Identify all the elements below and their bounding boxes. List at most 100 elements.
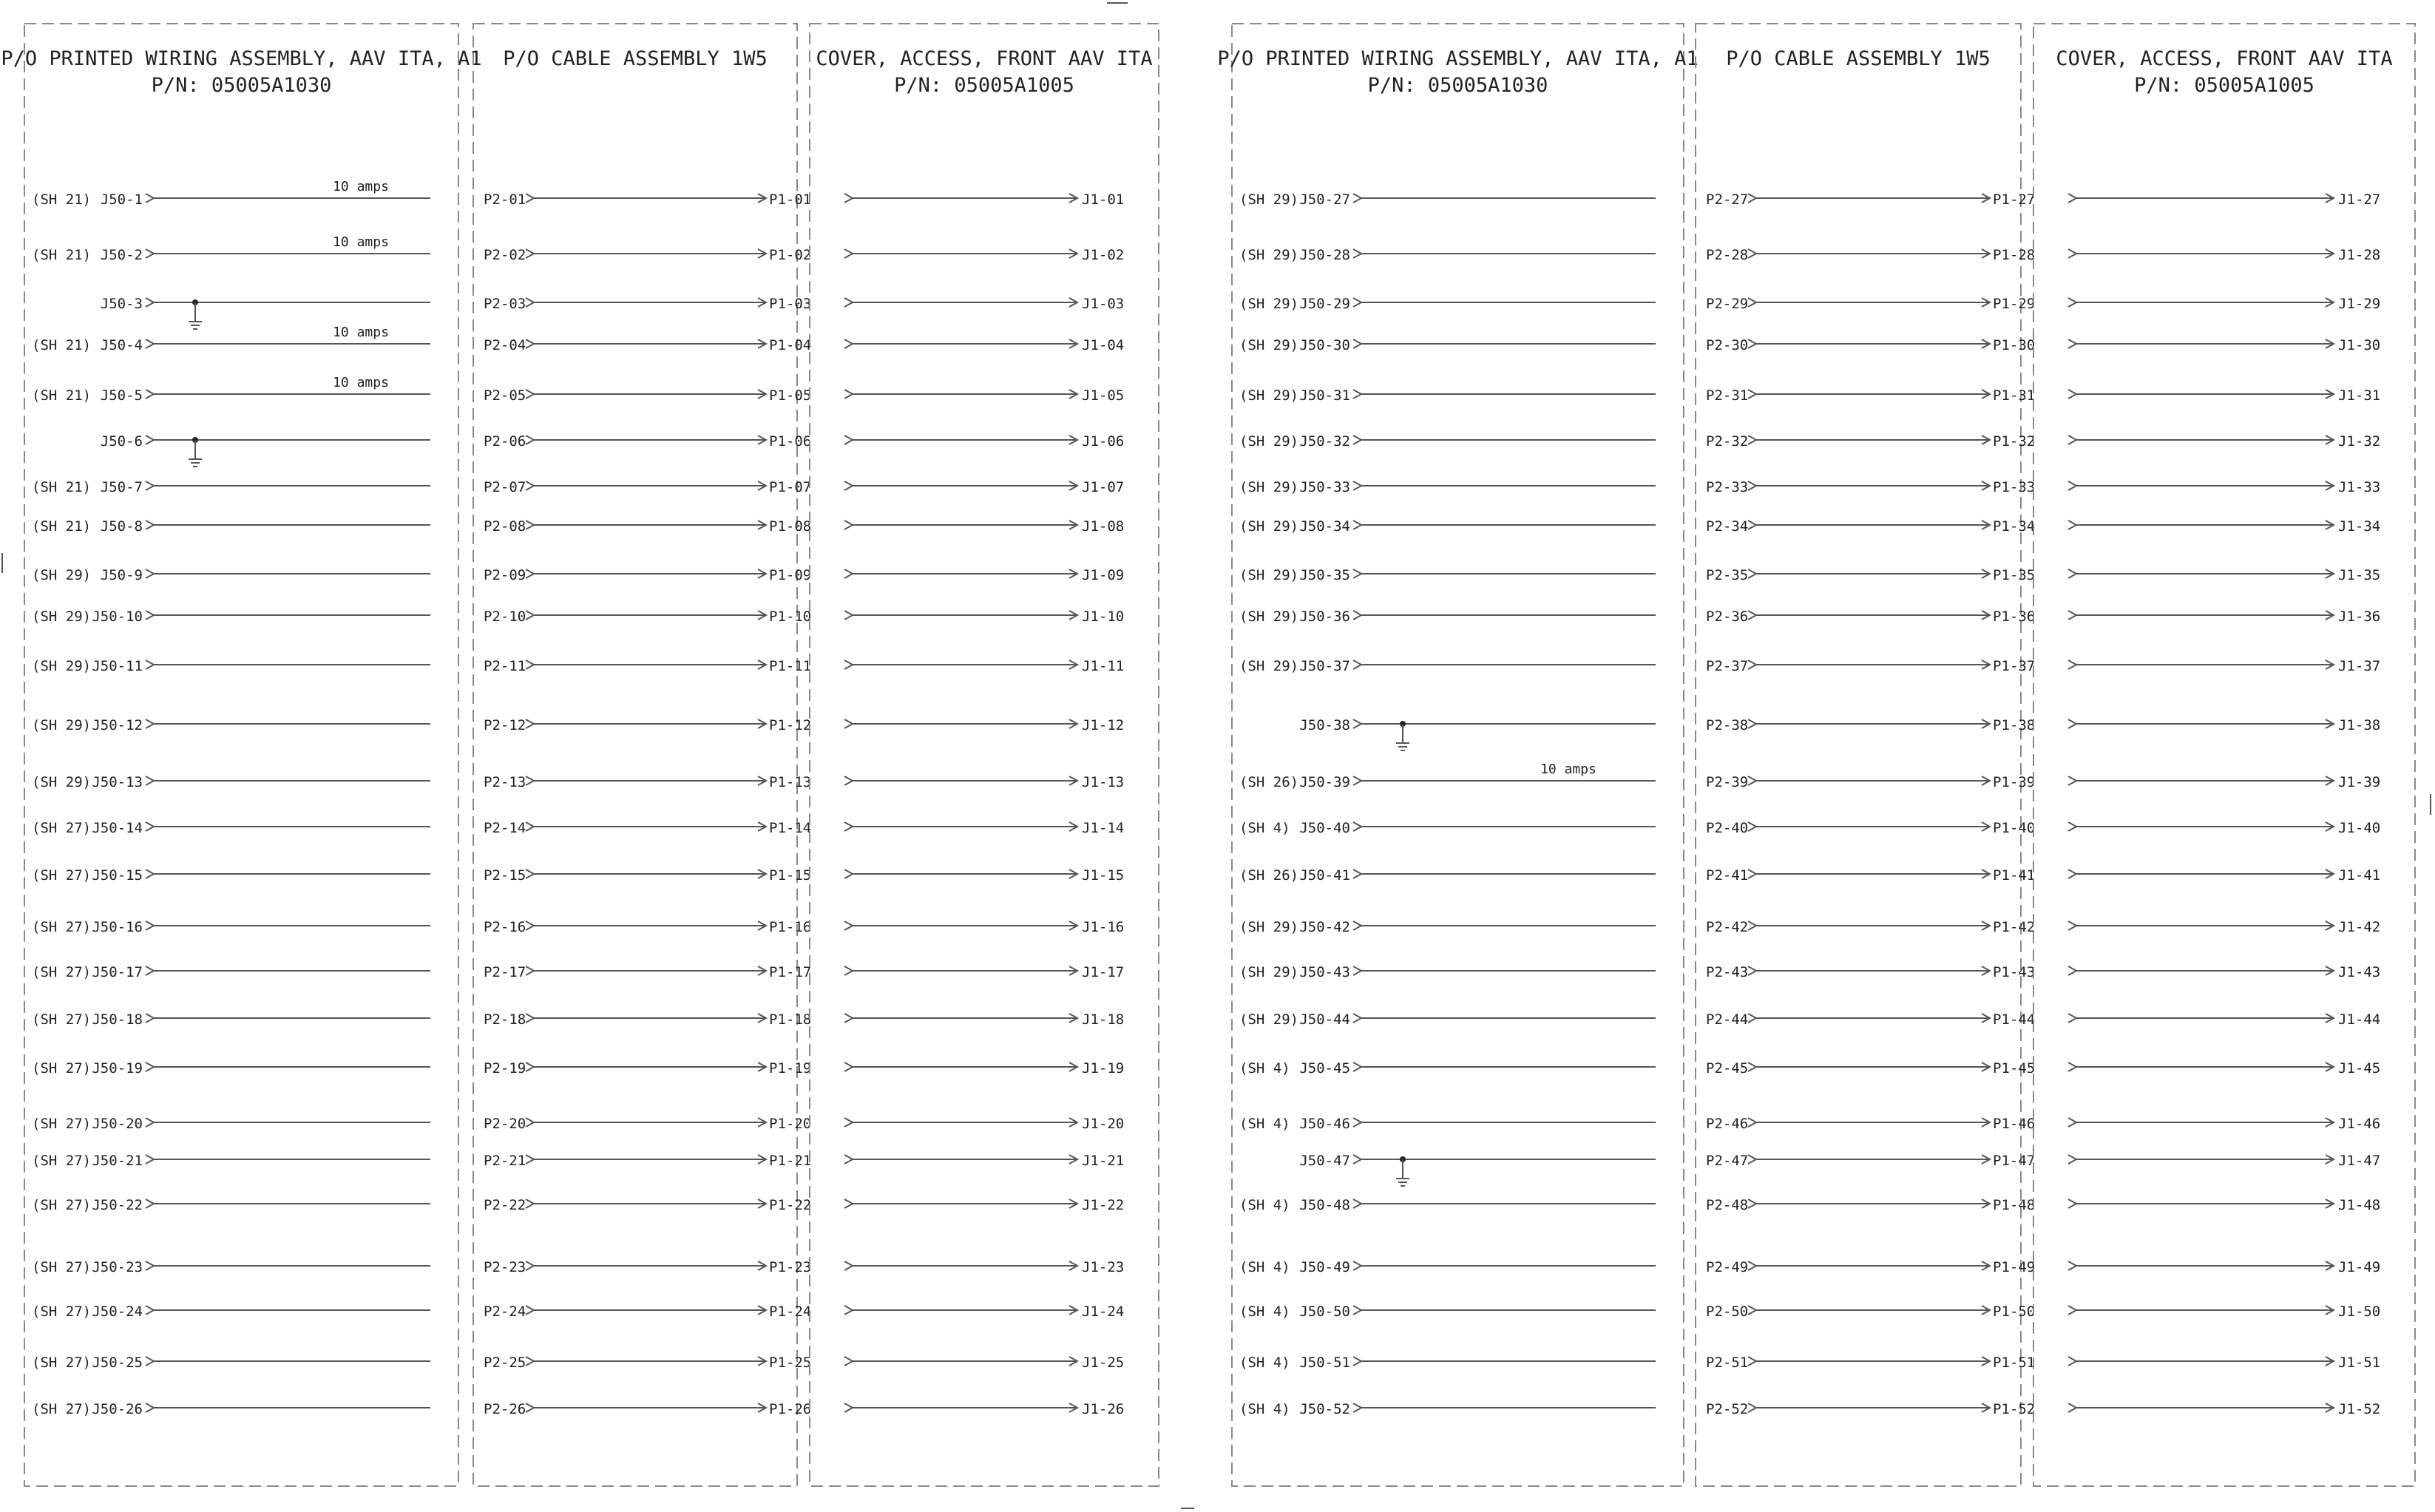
panel-title: P/O CABLE ASSEMBLY 1W5 [503,47,768,70]
connector-chevron [844,776,855,786]
panel-border [1231,23,1684,1487]
pin-row: (SH 27) J50-15 [32,867,430,884]
pin-row: (SH 27) J50-19 [32,1060,430,1077]
connector-arrow [1981,1117,1992,1128]
cable-row: P2-15 P1-15 [484,867,811,884]
cover-row: J1-40 [2067,820,2380,836]
sheet-reference: (SH 29) [1239,479,1298,495]
sheet-reference: (SH 29) [1239,433,1298,450]
connector-chevron [2067,1013,2079,1023]
pin-row: (SH 21) J50-1 10 amps [32,179,430,208]
pin-row: (SH 26) J50-41 [1239,867,1656,884]
pin-row: (SH 29) J50-13 [32,774,430,790]
pin-label: J50-35 [1299,567,1350,583]
connector-chevron [1747,193,1758,203]
connector-chevron [1747,297,1758,308]
connector-arrow [1069,1013,1080,1023]
panel-cover: COVER, ACCESS, FRONT AAV ITA P/N: 05005A1… [2033,23,2416,1487]
cable-row: P2-04 P1-04 [484,337,811,353]
cable-to-label: P1-33 [1993,479,2035,495]
cover-row: J1-21 [844,1153,1124,1169]
sheet-reference: (SH 29) [1239,919,1298,935]
connector-chevron [145,821,156,832]
connector-chevron [525,389,536,399]
pin-label: J50-11 [92,658,143,674]
sheet-reference: (SH 29) [1239,247,1298,263]
cable-row: P2-31 P1-31 [1706,387,2035,404]
connector-arrow [1981,339,1992,349]
connector-arrow [757,1117,768,1128]
connector-arrow [757,339,768,349]
connector-arrow [1981,569,1992,579]
pin-row: (SH 29) J50-12 [32,717,430,733]
cable-from-label: P2-04 [484,337,526,353]
connector-arrow [1069,193,1080,203]
cable-to-label: P1-24 [769,1303,811,1320]
pin-row: (SH 27) J50-14 [32,820,430,836]
cover-pin-label: J1-43 [2338,964,2380,980]
connector-arrow [2325,1305,2336,1315]
cover-row: J1-18 [844,1011,1124,1028]
cable-to-label: P1-41 [1993,867,2035,884]
pin-label: J50-24 [92,1303,143,1320]
cover-pin-label: J1-06 [1082,433,1124,450]
connector-chevron [1352,193,1364,203]
sheet-reference: (SH 26) [1239,867,1298,884]
connector-chevron [525,1199,536,1209]
connector-chevron [1747,1356,1758,1366]
cover-row: J1-06 [844,433,1124,450]
cover-row: J1-51 [2067,1355,2380,1371]
pin-row: (SH 29) J50-35 [1239,567,1656,583]
pin-row: (SH 27) J50-17 [32,964,430,980]
cable-row: P2-10 P1-10 [484,608,811,625]
pin-row: (SH 29) J50-31 [1239,387,1656,404]
connector-chevron [525,193,536,203]
panel-pwa: P/O PRINTED WIRING ASSEMBLY, AAV ITA, A1… [1217,23,1699,1487]
cover-row: J1-31 [2067,387,2380,404]
connector-chevron [525,1117,536,1128]
cable-row: P2-05 P1-05 [484,387,811,404]
pin-label: J50-45 [1299,1060,1350,1077]
connector-arrow [2325,821,2336,832]
cover-pin-label: J1-46 [2338,1116,2380,1132]
connector-chevron [1352,1403,1364,1413]
cable-row: P2-44 P1-44 [1706,1011,2035,1028]
sheet-reference: (SH 27) [32,867,91,884]
cover-row: J1-08 [844,518,1124,535]
cable-from-label: P2-19 [484,1060,526,1077]
connector-chevron [1747,1403,1758,1413]
cover-pin-label: J1-14 [1082,820,1124,836]
cable-to-label: P1-09 [769,567,811,583]
cover-pin-label: J1-18 [1082,1011,1124,1028]
connector-arrow [1981,1199,1992,1209]
connector-chevron [525,1305,536,1315]
connector-chevron [1747,966,1758,976]
connector-chevron [1747,389,1758,399]
connector-arrow [1981,520,1992,530]
cable-to-label: P1-11 [769,658,811,674]
pin-label: J50-31 [1299,387,1350,404]
sheet-reference: (SH 21) [32,337,91,353]
pin-label: J50-6 [101,433,143,450]
pin-label: J50-41 [1299,867,1350,884]
sheet-reference: (SH 4) [1239,1197,1290,1213]
pin-label: J50-2 [101,247,143,263]
cover-row: J1-02 [844,247,1124,263]
connector-chevron [844,297,855,308]
connector-arrow [2325,1199,2336,1209]
pin-row: (SH 21) J50-2 10 amps [32,234,430,263]
connector-chevron [145,1013,156,1023]
connector-arrow [757,719,768,729]
cover-row: J1-42 [2067,919,2380,935]
connector-arrow [757,1199,768,1209]
connector-chevron [2067,1356,2079,1366]
pin-label: J50-43 [1299,964,1350,980]
pin-label: J50-47 [1299,1153,1350,1169]
connector-chevron [2067,248,2079,259]
pin-row: (SH 27) J50-16 [32,919,430,935]
connector-chevron [2067,569,2079,579]
connector-chevron [1747,435,1758,445]
cable-to-label: P1-05 [769,387,811,404]
cable-from-label: P2-18 [484,1011,526,1028]
ground-symbol [1396,721,1409,751]
